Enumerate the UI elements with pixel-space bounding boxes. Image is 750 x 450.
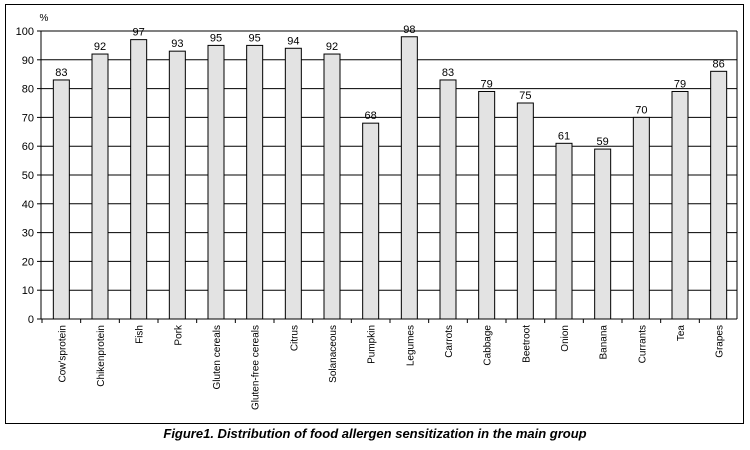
bar bbox=[362, 122, 380, 320]
x-tick-label: Gluten cereals bbox=[212, 325, 223, 389]
bar bbox=[52, 79, 70, 320]
data-label: 83 bbox=[55, 67, 67, 79]
x-tick-label: Gluten-free cereals bbox=[251, 325, 262, 410]
data-label: 98 bbox=[403, 24, 415, 36]
data-label: 95 bbox=[210, 32, 222, 44]
data-label: 59 bbox=[597, 136, 609, 148]
data-label: 93 bbox=[171, 38, 183, 50]
bar bbox=[516, 102, 534, 320]
y-tick-label: 60 bbox=[22, 141, 34, 153]
y-tick-label: 80 bbox=[22, 84, 34, 96]
x-tick-label: Fish bbox=[135, 325, 146, 344]
x-tick-label: Cabbage bbox=[483, 325, 494, 366]
y-tick-label: 30 bbox=[22, 228, 34, 240]
x-tick-label: Banana bbox=[599, 325, 610, 360]
data-label: 94 bbox=[287, 35, 299, 47]
data-label: 86 bbox=[713, 58, 725, 70]
x-tick-label: Onion bbox=[560, 325, 571, 352]
x-tick-label: Tea bbox=[676, 325, 687, 342]
data-label: 75 bbox=[519, 90, 531, 102]
bar bbox=[555, 142, 573, 320]
data-label: 79 bbox=[481, 78, 493, 90]
data-label: 83 bbox=[442, 67, 454, 79]
bar bbox=[323, 53, 341, 320]
y-tick-label: 50 bbox=[22, 170, 34, 182]
bar bbox=[478, 90, 496, 320]
bar bbox=[671, 90, 689, 320]
x-tick-label: Currants bbox=[637, 325, 648, 363]
bar bbox=[207, 44, 225, 320]
figure-caption: Figure1. Distribution of food allergen s… bbox=[163, 426, 587, 441]
y-tick-label: 10 bbox=[22, 285, 34, 297]
x-tick-label: Pork bbox=[173, 324, 184, 346]
x-tick-label: Pumpkin bbox=[367, 325, 378, 364]
bar-chart: 0 10 20 30 40 50 60 70 80 90 100% 83 Cow'sprotein 92 C… bbox=[16, 13, 738, 410]
bar bbox=[246, 44, 264, 320]
data-label: 68 bbox=[365, 110, 377, 122]
y-tick-label: 20 bbox=[22, 256, 34, 268]
bar bbox=[130, 39, 148, 320]
bar bbox=[594, 148, 612, 320]
bar bbox=[400, 36, 418, 320]
y-tick-label: 100 bbox=[16, 26, 34, 38]
x-tick-label: Solanaceous bbox=[328, 325, 339, 383]
data-label: 61 bbox=[558, 130, 570, 142]
x-tick-label: Citrus bbox=[289, 325, 300, 351]
bar bbox=[168, 50, 186, 320]
y-tick-label: 0 bbox=[28, 314, 34, 326]
x-tick-label: Cow'sprotein bbox=[57, 325, 68, 383]
bar bbox=[284, 47, 302, 320]
data-label: 79 bbox=[674, 78, 686, 90]
data-label: 92 bbox=[326, 41, 338, 53]
x-tick-label: Chikenprotein bbox=[96, 325, 107, 387]
bar bbox=[632, 116, 650, 320]
x-tick-label: Legumes bbox=[405, 325, 416, 366]
x-tick-label: Beetroot bbox=[521, 325, 532, 363]
data-label: 95 bbox=[249, 32, 261, 44]
y-axis-label: % bbox=[40, 13, 49, 24]
x-tick-label: Carrots bbox=[444, 325, 455, 358]
y-tick-label: 40 bbox=[22, 199, 34, 211]
data-label: 92 bbox=[94, 41, 106, 53]
y-tick-label: 70 bbox=[22, 112, 34, 124]
bar bbox=[710, 70, 728, 320]
bar bbox=[439, 79, 457, 320]
data-label: 97 bbox=[133, 27, 145, 39]
bar bbox=[91, 53, 109, 320]
data-label: 70 bbox=[635, 104, 647, 116]
x-tick-label: Grapes bbox=[715, 325, 726, 358]
y-tick-label: 90 bbox=[22, 55, 34, 67]
